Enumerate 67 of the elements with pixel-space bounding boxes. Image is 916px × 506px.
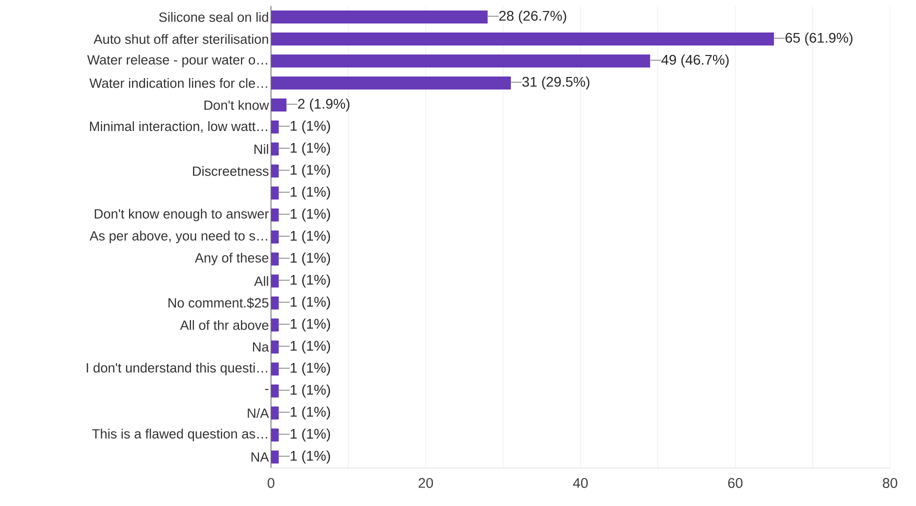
bar bbox=[271, 208, 279, 222]
x-tick-label: 80 bbox=[882, 478, 898, 488]
data-label: 1 (1%) bbox=[290, 120, 330, 134]
x-tick-label: 60 bbox=[728, 478, 742, 488]
y-tick-label: Don't know bbox=[204, 100, 269, 110]
x-tick-label: 0 bbox=[268, 478, 274, 488]
y-tick-label: Minimal interaction, low watt… bbox=[90, 121, 268, 133]
bar bbox=[271, 120, 279, 134]
y-tick-label: N/A bbox=[248, 408, 269, 418]
data-label: 1 (1%) bbox=[290, 142, 330, 156]
bar bbox=[271, 362, 279, 376]
bar bbox=[271, 32, 774, 46]
y-tick-label: As per above, you need to s… bbox=[90, 230, 268, 244]
y-tick-label: All bbox=[254, 276, 268, 286]
bar bbox=[271, 252, 279, 266]
y-tick-label: Nil bbox=[254, 144, 268, 154]
bar bbox=[271, 142, 279, 156]
bar bbox=[271, 406, 279, 420]
bar bbox=[271, 428, 279, 442]
y-tick-label: Water release - pour water o… bbox=[87, 54, 268, 68]
y-tick-label: NA bbox=[252, 452, 269, 462]
bar bbox=[271, 10, 488, 24]
data-label: 1 (1%) bbox=[290, 340, 330, 354]
data-label: 2 (1.9%) bbox=[298, 98, 350, 112]
bar bbox=[271, 164, 279, 178]
bar bbox=[271, 384, 279, 398]
data-label: 1 (1%) bbox=[290, 318, 330, 332]
y-tick-label: All of thr above bbox=[180, 320, 268, 330]
bar bbox=[271, 186, 279, 200]
y-tick-label: Discreetness bbox=[192, 166, 268, 176]
y-tick-label: This is a flawed question as… bbox=[92, 428, 268, 442]
data-label: 31 (29.5%) bbox=[522, 76, 590, 90]
x-tick-label: 20 bbox=[418, 478, 433, 488]
data-label: 1 (1%) bbox=[290, 362, 330, 376]
data-label: 1 (1%) bbox=[290, 296, 330, 310]
y-tick-label: Auto shut off after sterilisation bbox=[94, 34, 268, 44]
data-label: 1 (1%) bbox=[290, 450, 330, 464]
y-tick-label: No comment.$25 bbox=[168, 298, 268, 308]
data-label: 1 (1%) bbox=[290, 384, 330, 398]
bar bbox=[271, 230, 279, 244]
y-tick-label: Any of these bbox=[194, 252, 268, 266]
bar bbox=[271, 450, 279, 464]
data-label: 1 (1%) bbox=[290, 208, 330, 222]
y-tick-label: Water indication lines for cle… bbox=[89, 78, 268, 88]
y-tick-label: I don't understand this questi… bbox=[86, 362, 268, 376]
data-label: 1 (1%) bbox=[290, 252, 330, 266]
data-label: 1 (1%) bbox=[290, 230, 330, 244]
x-tick-label: 40 bbox=[573, 478, 588, 488]
bar bbox=[271, 318, 279, 332]
data-label: 65 (61.9%) bbox=[786, 32, 852, 46]
data-label: 1 (1%) bbox=[290, 164, 330, 178]
data-label: 1 (1%) bbox=[290, 406, 330, 420]
bar bbox=[271, 54, 650, 68]
data-label: 28 (26.7%) bbox=[499, 10, 566, 24]
y-tick-label: Na bbox=[253, 342, 269, 352]
y-tick-label: Silicone seal on lid bbox=[159, 12, 268, 22]
data-label: 1 (1%) bbox=[290, 428, 330, 442]
data-label: 1 (1%) bbox=[290, 186, 330, 200]
bar bbox=[271, 340, 279, 354]
bar bbox=[271, 76, 511, 90]
data-label: 1 (1%) bbox=[290, 274, 330, 288]
bar bbox=[271, 98, 286, 112]
data-label: 49 (46.7%) bbox=[661, 54, 729, 68]
bar bbox=[271, 274, 279, 288]
y-tick-label: Don't know enough to answer bbox=[94, 208, 269, 222]
y-tick-label: - bbox=[265, 388, 268, 390]
bar bbox=[271, 296, 279, 310]
